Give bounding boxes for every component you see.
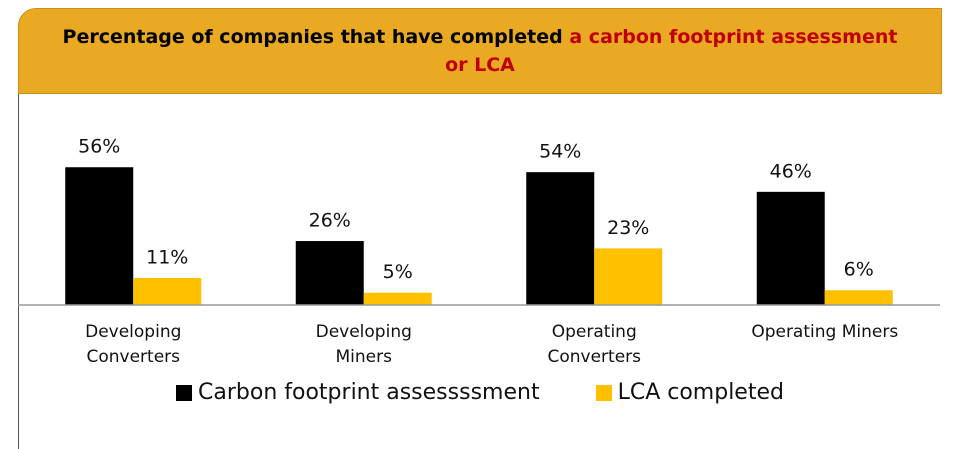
title-line: Percentage of companies that have comple… (49, 23, 911, 79)
legend-swatch (595, 384, 612, 401)
bar (824, 290, 893, 305)
data-label: 26% (309, 210, 351, 232)
data-label: 46% (770, 160, 812, 182)
data-label: 5% (383, 261, 413, 283)
bar (363, 292, 432, 305)
bar (756, 191, 825, 305)
bar (594, 248, 663, 305)
chart-title-box: Percentage of companies that have comple… (18, 8, 942, 94)
x-tick-label: Developing Converters (85, 322, 182, 367)
x-tick-label: Operating Miners (751, 322, 899, 342)
data-label: 23% (607, 217, 649, 239)
bar (133, 277, 202, 305)
legend-label: LCA completed (617, 380, 784, 405)
data-label: 11% (146, 246, 188, 268)
data-label: 56% (78, 136, 120, 158)
bar (526, 172, 595, 305)
chart-title: Percentage of companies that have comple… (62, 26, 563, 48)
x-tick-label: Operating Converters (547, 322, 642, 367)
bar (65, 167, 134, 305)
bar (295, 241, 364, 305)
chart-title-highlight: a carbon footprint assessment or LCA (445, 26, 898, 76)
data-label: 54% (539, 141, 581, 163)
data-label: 6% (844, 259, 874, 281)
legend-item: Carbon footprint assessssment (176, 380, 540, 405)
legend-item: LCA completed (595, 380, 784, 405)
legend-swatch (176, 384, 193, 401)
legend: Carbon footprint assessssment LCA complet… (0, 380, 960, 405)
legend-label: Carbon footprint assessssment (198, 380, 540, 405)
x-tick-label: Developing Miners (315, 322, 412, 367)
